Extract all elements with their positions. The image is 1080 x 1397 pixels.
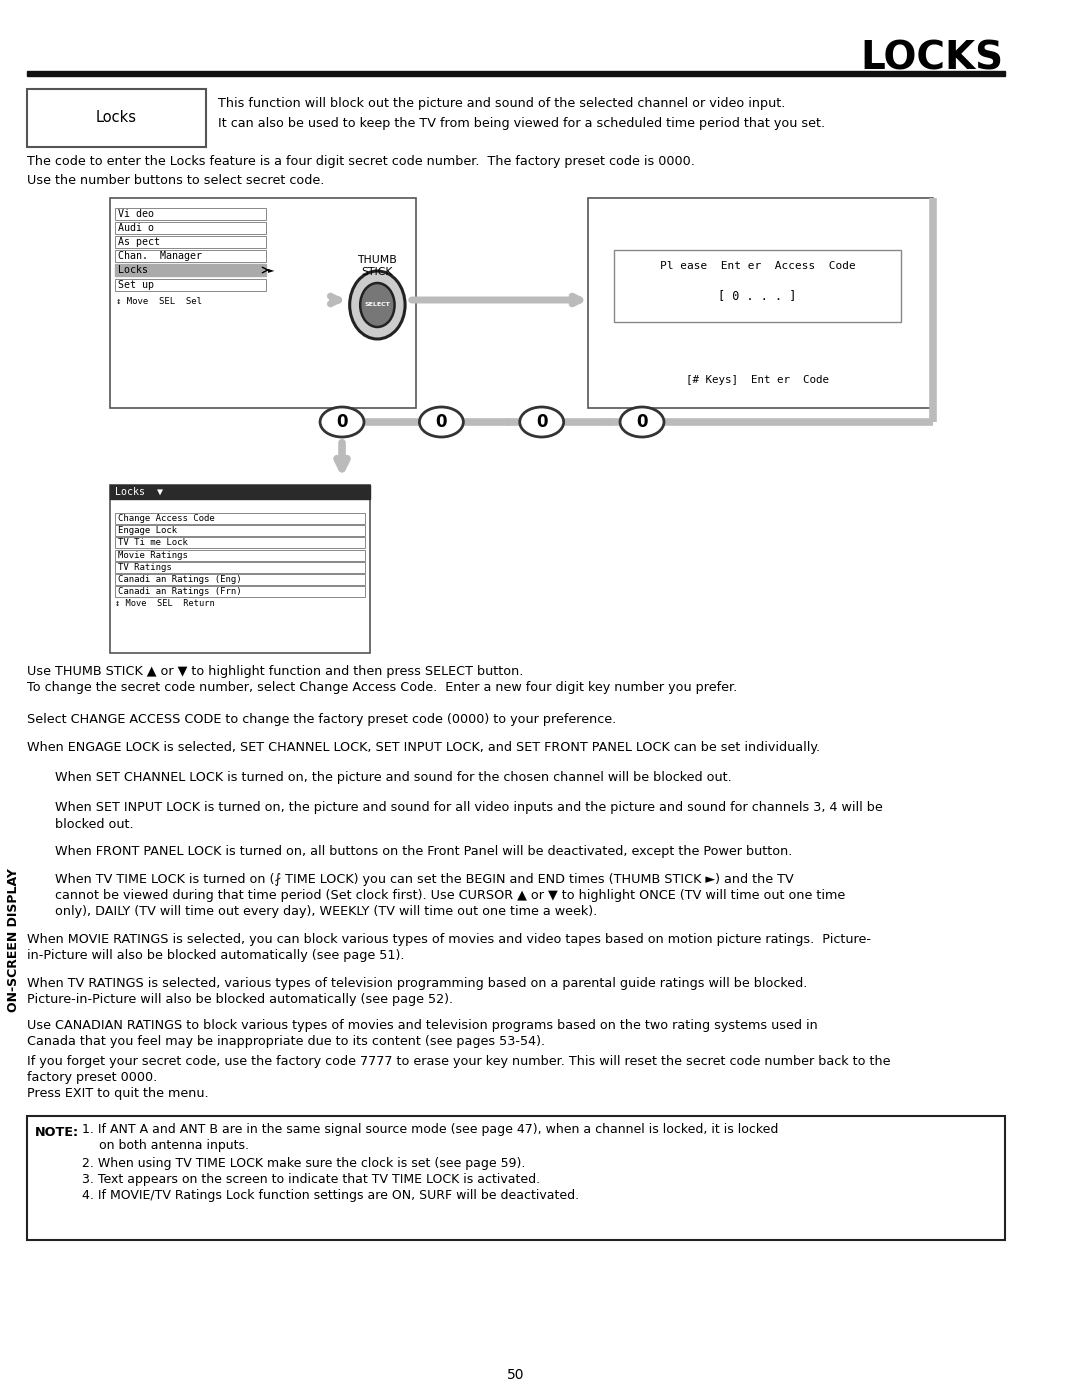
Text: 0: 0 xyxy=(536,414,548,432)
Text: TV Ratings: TV Ratings xyxy=(118,563,172,571)
Ellipse shape xyxy=(519,407,564,437)
Text: factory preset 0000.: factory preset 0000. xyxy=(27,1071,157,1084)
Text: 0: 0 xyxy=(636,414,648,432)
Text: 2. When using TV TIME LOCK make sure the clock is set (see page 59).: 2. When using TV TIME LOCK make sure the… xyxy=(82,1157,526,1169)
Text: Chan.  Manager: Chan. Manager xyxy=(119,251,202,261)
Text: Canadi an Ratings (Frn): Canadi an Ratings (Frn) xyxy=(118,587,241,597)
Text: Use the number buttons to select secret code.: Use the number buttons to select secret … xyxy=(27,173,324,187)
Text: SELECT: SELECT xyxy=(364,303,390,307)
Text: on both antenna inputs.: on both antenna inputs. xyxy=(99,1139,249,1151)
Text: Pl ease  Ent er  Access  Code: Pl ease Ent er Access Code xyxy=(660,261,855,271)
Text: 1. If ANT A and ANT B are in the same signal source mode (see page 47), when a c: 1. If ANT A and ANT B are in the same si… xyxy=(82,1123,779,1137)
Bar xyxy=(114,208,266,219)
Text: It can also be used to keep the TV from being viewed for a scheduled time period: It can also be used to keep the TV from … xyxy=(218,117,825,130)
Text: ↕ Move  SEL  Return: ↕ Move SEL Return xyxy=(114,599,215,609)
Text: 0: 0 xyxy=(435,414,447,432)
Text: Audi o: Audi o xyxy=(119,224,154,233)
Bar xyxy=(114,587,365,597)
Text: When MOVIE RATINGS is selected, you can block various types of movies and video : When MOVIE RATINGS is selected, you can … xyxy=(27,933,870,947)
Text: As pect: As pect xyxy=(119,237,161,247)
Text: Select CHANGE ACCESS CODE to change the factory preset code (0000) to your prefe: Select CHANGE ACCESS CODE to change the … xyxy=(27,714,616,726)
Ellipse shape xyxy=(419,407,463,437)
Text: LOCKS: LOCKS xyxy=(860,39,1003,77)
Text: ►: ► xyxy=(269,265,275,274)
Bar xyxy=(27,89,206,147)
Bar xyxy=(114,562,365,573)
Ellipse shape xyxy=(620,407,664,437)
Ellipse shape xyxy=(320,407,364,437)
Text: When TV TIME LOCK is turned on (⨏ TIME LOCK) you can set the BEGIN and END times: When TV TIME LOCK is turned on (⨏ TIME L… xyxy=(55,873,794,887)
Text: Locks: Locks xyxy=(96,110,137,126)
Text: When FRONT PANEL LOCK is turned on, all buttons on the Front Panel will be deact: When FRONT PANEL LOCK is turned on, all … xyxy=(55,845,793,859)
Bar xyxy=(114,513,365,524)
Text: Set up: Set up xyxy=(119,279,154,291)
Bar xyxy=(114,279,266,291)
Bar xyxy=(114,264,266,277)
Text: To change the secret code number, select Change Access Code.  Enter a new four d: To change the secret code number, select… xyxy=(27,682,737,694)
Text: 0: 0 xyxy=(336,414,348,432)
Text: 50: 50 xyxy=(508,1368,525,1382)
Text: When ENGAGE LOCK is selected, SET CHANNEL LOCK, SET INPUT LOCK, and SET FRONT PA: When ENGAGE LOCK is selected, SET CHANNE… xyxy=(27,742,820,754)
Ellipse shape xyxy=(350,271,405,339)
Text: Vi deo: Vi deo xyxy=(119,210,154,219)
Text: Locks: Locks xyxy=(119,265,148,275)
Text: Use THUMB STICK ▲ or ▼ to highlight function and then press SELECT button.: Use THUMB STICK ▲ or ▼ to highlight func… xyxy=(27,665,523,679)
Text: When TV RATINGS is selected, various types of television programming based on a : When TV RATINGS is selected, various typ… xyxy=(27,978,807,990)
Text: Canada that you feel may be inappropriate due to its content (see pages 53-54).: Canada that you feel may be inappropriat… xyxy=(27,1035,545,1049)
Text: in-Picture will also be blocked automatically (see page 51).: in-Picture will also be blocked automati… xyxy=(27,950,404,963)
Text: blocked out.: blocked out. xyxy=(55,817,134,830)
Bar xyxy=(114,525,365,536)
Bar xyxy=(27,71,1005,75)
Text: only), DAILY (TV will time out every day), WEEKLY (TV will time out one time a w: only), DAILY (TV will time out every day… xyxy=(55,905,597,918)
Bar xyxy=(114,549,365,560)
Bar xyxy=(110,485,369,652)
Text: ↕ Move  SEL  Sel: ↕ Move SEL Sel xyxy=(116,296,202,306)
Bar xyxy=(114,236,266,249)
Bar xyxy=(114,574,365,585)
Text: If you forget your secret code, use the factory code 7777 to erase your key numb: If you forget your secret code, use the … xyxy=(27,1056,890,1069)
Text: 3. Text appears on the screen to indicate that TV TIME LOCK is activated.: 3. Text appears on the screen to indicat… xyxy=(82,1172,540,1186)
Bar xyxy=(615,250,901,321)
Text: Use CANADIAN RATINGS to block various types of movies and television programs ba: Use CANADIAN RATINGS to block various ty… xyxy=(27,1020,818,1032)
Text: The code to enter the Locks feature is a four digit secret code number.  The fac: The code to enter the Locks feature is a… xyxy=(27,155,694,169)
Text: Press EXIT to quit the menu.: Press EXIT to quit the menu. xyxy=(27,1087,208,1101)
Text: When SET CHANNEL LOCK is turned on, the picture and sound for the chosen channel: When SET CHANNEL LOCK is turned on, the … xyxy=(55,771,732,785)
Text: THUMB: THUMB xyxy=(357,256,397,265)
Bar xyxy=(114,538,365,549)
Bar xyxy=(27,1116,1005,1241)
Text: Locks  ▼: Locks ▼ xyxy=(114,488,163,497)
Ellipse shape xyxy=(360,284,394,327)
Bar xyxy=(114,222,266,235)
Text: [ 0 . . . ]: [ 0 . . . ] xyxy=(718,289,797,303)
Bar xyxy=(110,485,369,499)
Text: Change Access Code: Change Access Code xyxy=(118,514,214,522)
Bar xyxy=(588,198,933,408)
Text: Engage Lock: Engage Lock xyxy=(118,527,177,535)
Text: NOTE:: NOTE: xyxy=(35,1126,79,1140)
Text: This function will block out the picture and sound of the selected channel or vi: This function will block out the picture… xyxy=(218,96,785,109)
Text: STICK: STICK xyxy=(362,267,393,277)
Text: Canadi an Ratings (Eng): Canadi an Ratings (Eng) xyxy=(118,576,241,584)
Text: Movie Ratings: Movie Ratings xyxy=(118,550,188,560)
Bar xyxy=(114,250,266,263)
Bar xyxy=(110,198,416,408)
Text: 4. If MOVIE/TV Ratings Lock function settings are ON, SURF will be deactivated.: 4. If MOVIE/TV Ratings Lock function set… xyxy=(82,1189,579,1201)
Text: ON-SCREEN DISPLAY: ON-SCREEN DISPLAY xyxy=(6,868,19,1011)
Text: When SET INPUT LOCK is turned on, the picture and sound for all video inputs and: When SET INPUT LOCK is turned on, the pi… xyxy=(55,802,883,814)
Text: Picture-in-Picture will also be blocked automatically (see page 52).: Picture-in-Picture will also be blocked … xyxy=(27,993,453,1006)
Text: [# Keys]  Ent er  Code: [# Keys] Ent er Code xyxy=(686,374,829,386)
Text: TV Ti me Lock: TV Ti me Lock xyxy=(118,538,188,548)
Text: cannot be viewed during that time period (Set clock first). Use CURSOR ▲ or ▼ to: cannot be viewed during that time period… xyxy=(55,890,846,902)
